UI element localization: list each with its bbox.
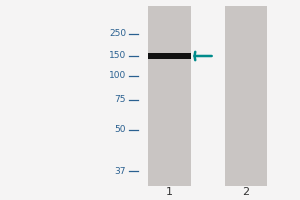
Bar (148, 53, 190, 59)
Text: 37: 37 (115, 166, 126, 176)
Text: 75: 75 (115, 96, 126, 104)
Bar (225, 6, 267, 186)
Text: 50: 50 (115, 126, 126, 134)
Text: 2: 2 (242, 187, 250, 197)
Text: 100: 100 (109, 72, 126, 80)
Bar (148, 6, 190, 186)
Text: 150: 150 (109, 51, 126, 60)
Text: 250: 250 (109, 29, 126, 38)
Text: 1: 1 (166, 187, 173, 197)
